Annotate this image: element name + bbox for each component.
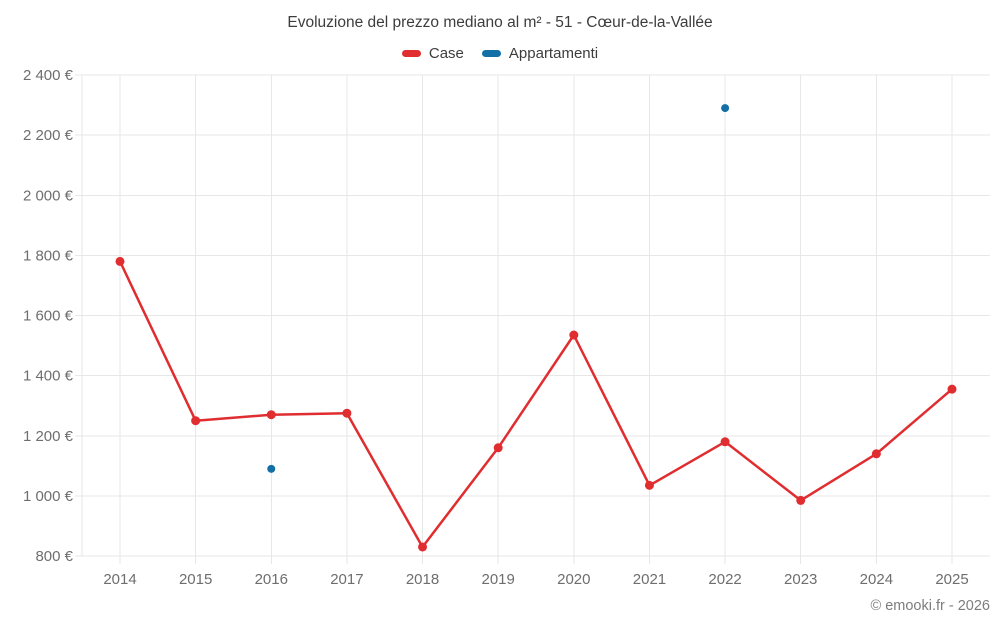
x-axis-tick-label: 2014 <box>103 571 136 588</box>
y-axis-tick-label: 1 400 € <box>23 368 74 385</box>
x-axis-tick-label: 2025 <box>935 571 968 588</box>
data-point-appartamenti[interactable] <box>267 464 276 473</box>
legend-swatch-appartamenti-icon <box>481 50 501 57</box>
y-axis-tick-label: 1 000 € <box>23 488 74 505</box>
x-axis-tick-label: 2021 <box>633 571 666 588</box>
chart-title: Evoluzione del prezzo mediano al m² - 51… <box>287 14 713 31</box>
data-point-case[interactable] <box>569 330 579 340</box>
x-axis-tick-label: 2024 <box>860 571 893 588</box>
copyright-text: © emooki.fr - 2026 <box>870 598 990 614</box>
y-axis-tick-label: 1 600 € <box>23 308 74 325</box>
y-axis-tick-label: 800 € <box>35 548 73 565</box>
legend-item-appartamenti[interactable]: Appartamenti <box>481 45 599 62</box>
legend-label-case: Case <box>428 45 464 62</box>
y-axis-tick-label: 2 000 € <box>23 187 74 204</box>
y-axis-tick-label: 2 400 € <box>23 67 74 84</box>
data-point-case[interactable] <box>266 410 276 420</box>
legend-swatch-case-icon <box>401 50 421 57</box>
chart-legend: Case Appartamenti <box>0 45 1000 62</box>
x-axis-tick-label: 2022 <box>708 571 741 588</box>
data-point-case[interactable] <box>115 256 125 266</box>
x-axis-tick-label: 2017 <box>330 571 363 588</box>
data-point-case[interactable] <box>796 495 806 505</box>
x-axis-tick-label: 2016 <box>255 571 288 588</box>
data-point-case[interactable] <box>720 437 730 447</box>
legend-item-case[interactable]: Case <box>401 45 464 62</box>
y-axis-tick-label: 1 200 € <box>23 428 74 445</box>
x-axis-tick-label: 2019 <box>481 571 514 588</box>
data-point-case[interactable] <box>493 443 503 453</box>
y-axis-tick-label: 2 200 € <box>23 127 74 144</box>
x-axis-tick-label: 2023 <box>784 571 817 588</box>
x-axis-tick-label: 2018 <box>406 571 439 588</box>
data-point-case[interactable] <box>342 408 352 418</box>
legend-label-appartamenti: Appartamenti <box>508 45 599 62</box>
x-axis-tick-label: 2015 <box>179 571 212 588</box>
data-point-appartamenti[interactable] <box>721 104 730 113</box>
series-line-case <box>118 260 954 549</box>
x-axis-tick-label: 2020 <box>557 571 590 588</box>
data-point-case[interactable] <box>947 384 957 394</box>
data-point-case[interactable] <box>418 542 428 552</box>
data-point-case[interactable] <box>191 416 201 426</box>
data-point-case[interactable] <box>871 449 881 459</box>
y-axis-tick-label: 1 800 € <box>23 247 74 264</box>
data-point-case[interactable] <box>644 480 654 490</box>
